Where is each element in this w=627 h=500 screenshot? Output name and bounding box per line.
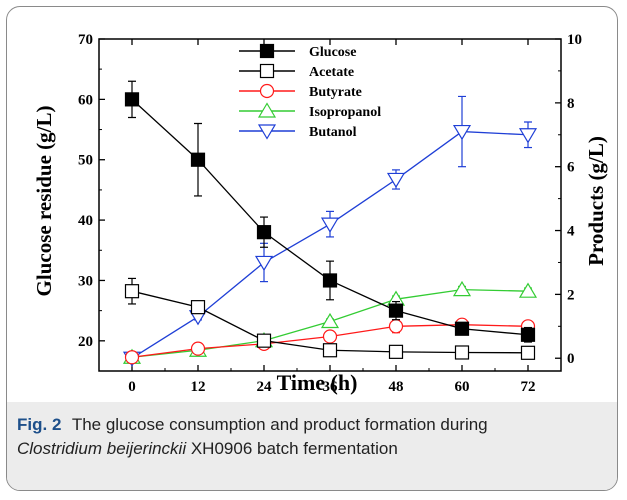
- legend-marker-acetate: [259, 63, 275, 79]
- butanol-point: [452, 124, 472, 141]
- isopropanol-point: [518, 282, 538, 298]
- acetate-point: [454, 345, 470, 360]
- acetate-point: [388, 344, 404, 359]
- x-axis-label: Time (h): [277, 370, 358, 395]
- legend-label-isopropanol: Isopropanol: [309, 105, 381, 120]
- legend-marker-butyrate: [259, 83, 275, 99]
- glucose-point: [124, 92, 140, 107]
- y-left-tick-label: 60: [78, 92, 93, 108]
- y-right-tick-label: 10: [567, 32, 582, 48]
- caption-text-line2: XH0906 batch fermentation: [190, 439, 398, 458]
- y-left-tick-label: 20: [78, 334, 93, 350]
- x-tick-label: 48: [389, 379, 404, 395]
- y-right-tick-label: 0: [567, 351, 575, 367]
- x-tick-label: 0: [128, 379, 136, 395]
- legend-label-glucose: Glucose: [309, 45, 356, 60]
- y-left-tick-label: 40: [78, 213, 93, 229]
- glucose-point: [520, 327, 536, 342]
- caption-background: [7, 402, 617, 490]
- y-left-tick-label: 70: [78, 32, 93, 48]
- x-tick-label: 36: [323, 379, 339, 395]
- butyrate-point: [322, 329, 338, 344]
- butyrate-point: [388, 319, 404, 334]
- butanol-point: [320, 217, 340, 233]
- isopropanol-point: [320, 312, 340, 329]
- y-axis-right-label: Products (g/L): [584, 136, 608, 266]
- glucose-point: [454, 321, 470, 336]
- legend-label-acetate: Acetate: [309, 65, 354, 80]
- glucose-point: [256, 225, 272, 240]
- chart-series-group: [122, 80, 538, 367]
- acetate-point: [520, 345, 536, 360]
- legend-label-butyrate: Butyrate: [309, 85, 362, 100]
- acetate-point: [256, 333, 272, 348]
- x-tick-label: 12: [191, 379, 206, 395]
- y-right-tick-label: 8: [567, 96, 575, 112]
- x-tick-label: 72: [521, 379, 536, 395]
- y-axis-left-label: Glucose residue (g/L): [32, 106, 56, 297]
- legend-marker-isopropanol: [257, 102, 277, 118]
- acetate-point: [124, 284, 140, 299]
- glucose-point: [190, 152, 206, 167]
- legend-label-butanol: Butanol: [309, 125, 357, 140]
- legend-marker-glucose: [259, 43, 275, 59]
- y-right-tick-label: 2: [567, 287, 575, 303]
- figure-card: 0 12 24 36 48 60 72 20 30 40 50 60 70 0 2 4 6 8 10 Glucose…: [6, 6, 618, 491]
- legend-marker-butanol: [257, 124, 277, 140]
- y-left-tick-label: 50: [78, 153, 93, 169]
- acetate-point: [190, 300, 206, 315]
- y-left-tick-label: 30: [78, 273, 93, 289]
- chart-legend: Glucose Acetate Butyrate Isopropanol Butanol: [239, 43, 381, 140]
- butanol-point: [386, 172, 406, 189]
- figure-caption: Fig. 2 The glucose consumption and produ…: [17, 413, 607, 461]
- x-tick-label: 24: [257, 379, 273, 395]
- y-right-tick-label: 6: [567, 160, 575, 176]
- y-right-tick-label: 4: [567, 224, 575, 240]
- butanol-point: [254, 255, 274, 272]
- glucose-point: [388, 303, 404, 318]
- butanol-point: [518, 128, 538, 144]
- x-tick-label: 60: [455, 379, 470, 395]
- caption-fig-label: Fig. 2: [17, 415, 62, 434]
- caption-species: Clostridium beijerinckii: [17, 439, 187, 458]
- glucose-point: [322, 273, 338, 288]
- caption-text-line1: The glucose consumption and product form…: [71, 415, 488, 434]
- isopropanol-point: [452, 280, 472, 297]
- butyrate-point: [190, 341, 206, 356]
- acetate-point: [322, 343, 338, 358]
- butyrate-point: [124, 350, 140, 365]
